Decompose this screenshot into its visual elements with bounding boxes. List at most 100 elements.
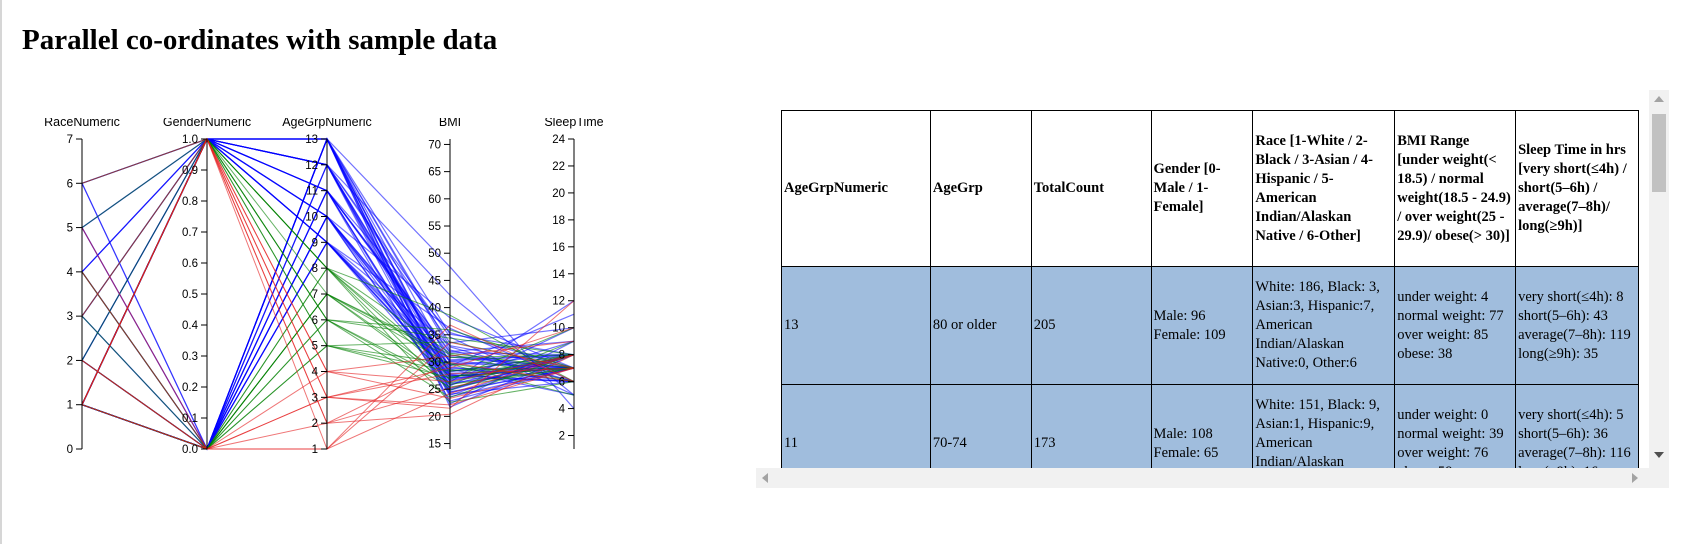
vertical-scroll-thumb[interactable] [1652,114,1666,192]
tick-label: 24 [552,134,565,146]
col-header-totalcount: TotalCount [1031,111,1151,267]
axis-title: GenderNumeric [163,118,251,129]
col-header-race: Race [1-White / 2-Black / 3-Asian / 4-Hi… [1253,111,1395,267]
vertical-scrollbar[interactable] [1649,90,1669,468]
tick-label: 0.0 [182,444,198,456]
tick-label: 3 [67,311,73,323]
data-line-45 [82,165,574,449]
tick-label: 45 [428,275,441,287]
data-lines [82,139,574,449]
cell-agegrp: 80 or older [930,267,1031,385]
tick-label: 15 [428,439,441,451]
tick-label: 16 [552,242,565,254]
tick-label: 8 [312,263,318,275]
tick-label: 2 [559,431,565,443]
tick-label: 11 [306,186,318,198]
tick-label: 0.1 [182,413,198,425]
tick-label: 5 [312,341,318,353]
parallel-coordinates-chart: RaceNumeric01234567GenderNumeric0.00.10.… [30,118,680,503]
cell-bmi-range: under weight: 4 normal weight: 77 over w… [1395,267,1516,385]
tick-label: 1 [312,444,318,456]
axis-title: AgeGrpNumeric [282,118,372,129]
data-line-4 [82,217,574,450]
tick-label: 4 [67,267,74,279]
tick-label: 0.5 [182,289,198,301]
scroll-right-icon[interactable] [1632,473,1638,483]
tick-label: 0.2 [182,382,198,394]
tick-label: 6 [312,315,318,327]
cell-agegrpnumeric: 11 [782,385,931,469]
table-viewport: AgeGrpNumeric AgeGrp TotalCount Gender [… [756,90,1649,468]
tick-label: 0 [67,444,73,456]
page-title: Parallel co-ordinates with sample data [22,24,497,57]
table-header-row: AgeGrpNumeric AgeGrp TotalCount Gender [… [782,111,1639,267]
axis-title: RaceNumeric [44,118,120,129]
tick-label: 4 [559,404,566,416]
data-line-11 [82,165,574,449]
scroll-down-icon[interactable] [1654,452,1664,458]
tick-label: 14 [552,269,565,281]
tick-label: 8 [559,350,565,362]
tick-label: 20 [428,411,441,423]
tick-label: 4 [312,367,319,379]
tick-label: 0.4 [182,320,199,332]
table-row: 13 80 or older 205 Male: 96 Female: 109 … [782,267,1639,385]
horizontal-scrollbar[interactable] [756,468,1649,488]
cell-agegrpnumeric: 13 [782,267,931,385]
cell-gender: Male: 108 Female: 65 [1151,385,1253,469]
tick-label: 35 [428,330,441,342]
axis-racenumeric: RaceNumeric 0 1 2 3 4 5 6 7 [44,118,120,456]
left-border [0,0,2,544]
tick-label: 25 [428,384,441,396]
data-line-22 [82,217,574,450]
col-header-sleep-time: Sleep Time in hrs [very short(≤4h) / sho… [1516,111,1639,267]
tick-label: 70 [428,139,441,151]
axes: RaceNumeric01234567GenderNumeric0.00.10.… [44,118,604,456]
tick-label: 6 [67,178,73,190]
tick-label: 2 [67,355,73,367]
tick-label: 0.9 [182,165,198,177]
cell-sleep-time: very short(≤4h): 5 short(5–6h): 36 avera… [1516,385,1639,469]
tick-label: 20 [552,188,565,200]
tick-label: 0.8 [182,196,198,208]
tick-label: 7 [67,134,73,146]
col-header-gender: Gender [0-Male / 1-Female] [1151,111,1253,267]
cell-totalcount: 173 [1031,385,1151,469]
tick-label: 18 [552,215,565,227]
tick-label: 22 [552,161,565,173]
tick-label: 0.6 [182,258,198,270]
tick-label: 5 [67,223,73,235]
tick-label: 50 [428,248,441,260]
tick-label: 3 [312,392,318,404]
tick-label: 9 [312,237,318,249]
cell-gender: Male: 96 Female: 109 [1151,267,1253,385]
col-header-agegrp: AgeGrp [930,111,1031,267]
tick-label: 6 [559,377,565,389]
data-line-9 [82,183,574,449]
data-line-5 [82,139,574,368]
axis-title: SleepTime [544,118,603,129]
data-line-41 [82,217,574,450]
data-line-29 [82,165,574,449]
tick-label: 30 [428,357,441,369]
scroll-left-icon[interactable] [762,473,768,483]
tick-label: 7 [312,289,318,301]
col-header-agegrpnumeric: AgeGrpNumeric [782,111,931,267]
axis-title: BMI [439,118,461,129]
scroll-up-icon[interactable] [1654,96,1664,102]
tick-label: 10 [305,212,318,224]
tick-label: 10 [552,323,565,335]
tick-label: 65 [428,167,441,179]
tick-label: 13 [305,134,318,146]
summary-table: AgeGrpNumeric AgeGrp TotalCount Gender [… [781,110,1639,468]
tick-label: 12 [552,296,565,308]
tick-label: 1 [67,400,73,412]
table-scroll-pane[interactable]: AgeGrpNumeric AgeGrp TotalCount Gender [… [756,90,1669,488]
cell-sleep-time: very short(≤4h): 8 short(5–6h): 43 avera… [1516,267,1639,385]
tick-label: 1.0 [182,134,198,146]
tick-label: 2 [312,418,318,430]
cell-agegrp: 70-74 [930,385,1031,469]
tick-label: 60 [428,194,441,206]
